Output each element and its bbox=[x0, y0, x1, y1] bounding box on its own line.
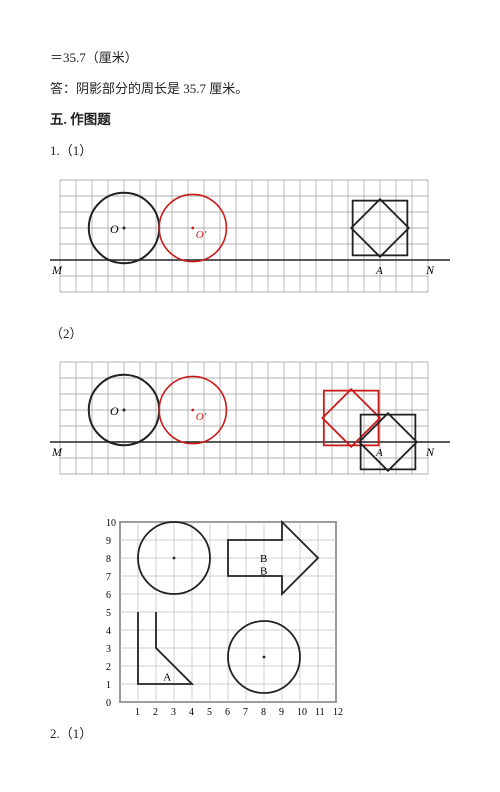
svg-text:5: 5 bbox=[106, 608, 111, 619]
svg-text:11: 11 bbox=[315, 707, 325, 718]
svg-text:2: 2 bbox=[153, 707, 158, 718]
svg-text:12: 12 bbox=[333, 707, 343, 718]
svg-text:B: B bbox=[260, 566, 267, 578]
svg-text:3: 3 bbox=[106, 644, 111, 655]
svg-text:A: A bbox=[375, 447, 383, 459]
svg-text:5: 5 bbox=[207, 707, 212, 718]
q1-part1-label: 1.（1） bbox=[50, 139, 450, 164]
svg-text:O': O' bbox=[196, 411, 207, 423]
answer-line: 答：阴影部分的周长是 35.7 厘米。 bbox=[50, 77, 450, 102]
q2-label: 2.（1） bbox=[50, 722, 92, 747]
svg-text:9: 9 bbox=[279, 707, 284, 718]
svg-text:N: N bbox=[425, 263, 435, 277]
svg-text:1: 1 bbox=[135, 707, 140, 718]
svg-text:M: M bbox=[51, 263, 63, 277]
svg-text:7: 7 bbox=[106, 572, 111, 583]
svg-text:1: 1 bbox=[106, 680, 111, 691]
svg-text:4: 4 bbox=[189, 707, 194, 718]
section-title: 五. 作图题 bbox=[50, 107, 450, 133]
svg-text:N: N bbox=[425, 445, 435, 459]
svg-text:10: 10 bbox=[297, 707, 307, 718]
svg-text:4: 4 bbox=[106, 626, 111, 637]
svg-text:6: 6 bbox=[106, 590, 111, 601]
svg-text:6: 6 bbox=[225, 707, 230, 718]
svg-text:10: 10 bbox=[106, 518, 116, 529]
svg-text:0: 0 bbox=[106, 698, 111, 709]
q1-figure-1: M N A O O' bbox=[50, 174, 450, 304]
equals-line: ＝35.7（厘米） bbox=[50, 46, 450, 71]
svg-text:2: 2 bbox=[106, 662, 111, 673]
svg-text:8: 8 bbox=[261, 707, 266, 718]
svg-text:O: O bbox=[110, 404, 119, 418]
svg-text:A: A bbox=[375, 265, 383, 277]
svg-text:A: A bbox=[163, 672, 171, 684]
svg-text:O': O' bbox=[196, 229, 207, 241]
svg-text:O: O bbox=[110, 222, 119, 236]
svg-text:3: 3 bbox=[171, 707, 176, 718]
svg-text:7: 7 bbox=[243, 707, 248, 718]
svg-text:B: B bbox=[260, 553, 267, 565]
q1-part2-label: （2） bbox=[50, 322, 450, 347]
q1-figure-2: M N A O O' bbox=[50, 356, 450, 486]
q2-figure: 123456789101112012345678910ABB bbox=[98, 514, 348, 734]
svg-text:M: M bbox=[51, 445, 63, 459]
svg-text:8: 8 bbox=[106, 554, 111, 565]
svg-text:9: 9 bbox=[106, 536, 111, 547]
